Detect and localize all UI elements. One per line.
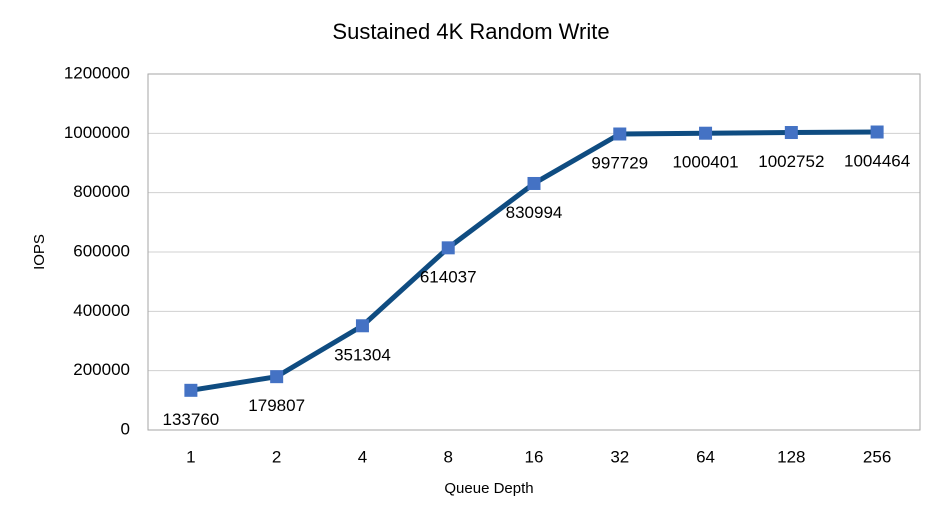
data-label: 133760 xyxy=(163,410,220,429)
data-label: 1004464 xyxy=(844,151,910,170)
chart-title: Sustained 4K Random Write xyxy=(332,19,609,44)
x-tick-label: 2 xyxy=(272,447,281,466)
marker xyxy=(355,319,369,333)
marker xyxy=(270,370,284,384)
y-tick-label: 0 xyxy=(121,419,130,438)
y-tick-label: 1200000 xyxy=(64,63,130,82)
data-label: 997729 xyxy=(591,153,648,172)
x-tick-label: 4 xyxy=(358,447,367,466)
data-label: 351304 xyxy=(334,345,391,364)
data-label: 1002752 xyxy=(758,152,824,171)
data-label: 830994 xyxy=(506,203,563,222)
x-tick-label: 16 xyxy=(525,447,544,466)
x-tick-label: 64 xyxy=(696,447,715,466)
marker xyxy=(441,241,455,255)
x-axis-title: Queue Depth xyxy=(444,480,533,497)
marker xyxy=(784,126,798,140)
data-label: 614037 xyxy=(420,267,477,286)
y-tick-label: 1000000 xyxy=(64,123,130,142)
y-tick-label: 800000 xyxy=(73,182,130,201)
plot-border xyxy=(147,73,921,431)
x-tick-label: 128 xyxy=(777,447,805,466)
data-label: 179807 xyxy=(248,396,305,415)
y-tick-label: 200000 xyxy=(73,360,130,379)
marker xyxy=(870,125,884,139)
y-tick-label: 400000 xyxy=(73,301,130,320)
y-axis-title: IOPS xyxy=(31,234,48,270)
x-tick-label: 1 xyxy=(186,447,195,466)
y-tick-label: 600000 xyxy=(73,241,130,260)
marker xyxy=(527,176,541,190)
marker xyxy=(613,127,627,141)
data-label: 1000401 xyxy=(672,153,738,172)
x-tick-label: 8 xyxy=(443,447,452,466)
x-tick-label: 256 xyxy=(863,447,891,466)
marker xyxy=(699,126,713,140)
x-tick-label: 32 xyxy=(610,447,629,466)
marker xyxy=(184,383,198,397)
